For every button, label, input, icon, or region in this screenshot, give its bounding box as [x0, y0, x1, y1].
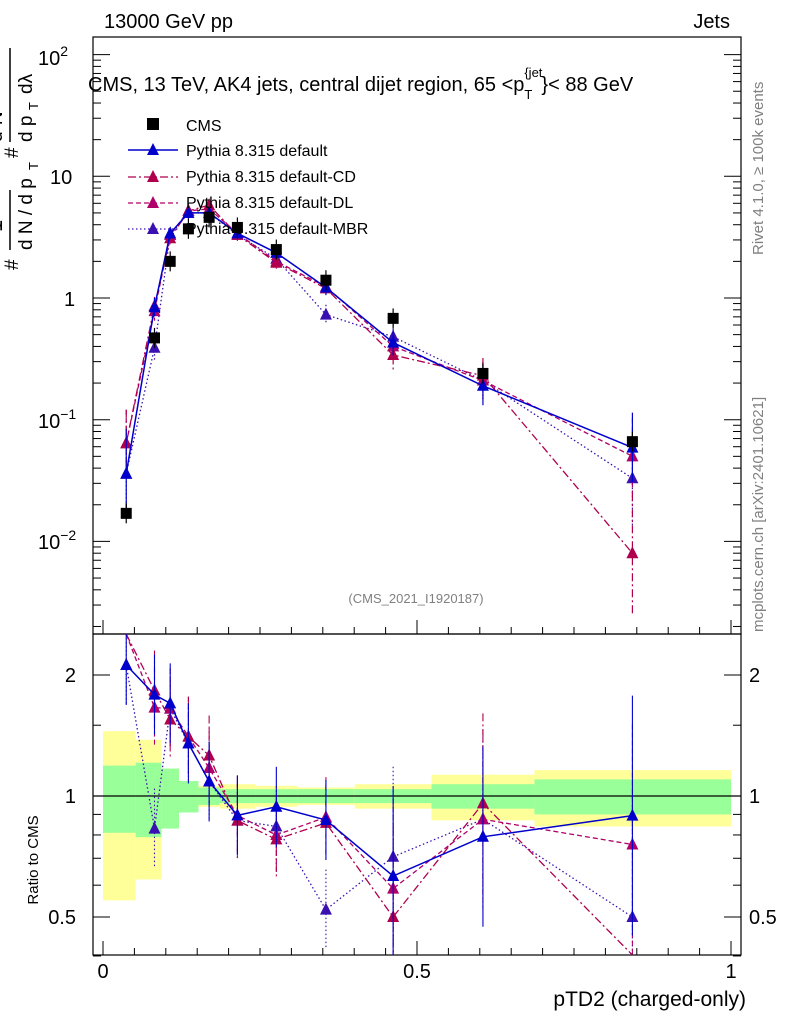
side-label-mcplots: mcplots.cern.ch [arXiv:2401.10621] — [750, 397, 767, 632]
svg-text:1: 1 — [0, 220, 7, 232]
legend-marker-mbr — [147, 222, 159, 234]
ratio-point-mbr-1 — [148, 821, 161, 834]
ratio-point-default-4 — [203, 774, 216, 787]
point-cd-4 — [203, 198, 216, 211]
legend-label-cd: Pythia 8.315 default-CD — [186, 169, 356, 186]
ratio-y-tick-1-left: 1 — [65, 786, 76, 808]
chart-title: CMS, 13 TeV, AK4 jets, central dijet reg… — [88, 65, 634, 102]
legend-marker-cms — [147, 118, 159, 130]
legend-marker-default — [147, 143, 159, 155]
cms-point-6 — [270, 244, 282, 256]
series-line-default — [125, 212, 633, 474]
series-line-mbr — [125, 212, 633, 479]
svg-text:#: # — [2, 147, 23, 158]
ratio-point-default-3 — [182, 736, 195, 749]
ratio-y-tick-2-right: 2 — [749, 665, 760, 687]
cms-point-4 — [203, 211, 215, 223]
ratio-y-tick-0.5-right: 0.5 — [749, 907, 777, 929]
svg-text:1: 1 — [64, 289, 75, 311]
point-mbr-7 — [319, 307, 332, 320]
cms-point-2 — [164, 255, 176, 267]
cms-point-7 — [320, 274, 332, 286]
ratio-point-default-0 — [120, 658, 133, 671]
cms-point-3 — [182, 223, 194, 235]
point-default-9 — [476, 378, 489, 391]
ratio-y-tick-0.5-left: 0.5 — [48, 907, 76, 929]
legend-marker-dl — [147, 196, 159, 208]
cms-point-8 — [387, 312, 399, 324]
svg-text:T: T — [26, 162, 41, 170]
ratio-line-mbr — [125, 664, 633, 918]
side-label-rivet: Rivet 4.1.0, ≥ 100k events — [750, 82, 767, 255]
legend-label-default: Pythia 8.315 default — [186, 143, 328, 160]
cms-point-5 — [231, 221, 243, 233]
cms-point-0 — [120, 507, 132, 519]
band-inner-1 — [135, 762, 162, 838]
point-cd-10 — [626, 546, 639, 559]
svg-text:10−1: 10−1 — [38, 406, 76, 433]
svg-text:d²N: d²N — [0, 111, 7, 142]
ratio-line-dl — [125, 633, 633, 890]
ratio-point-default-7 — [319, 813, 332, 826]
y-axis-label-ratio: Ratio to CMS — [25, 815, 42, 904]
ratio-point-default-1 — [148, 687, 161, 700]
header-left: 13000 GeV pp — [104, 11, 233, 33]
svg-text:T: T — [26, 102, 41, 110]
svg-text:d p: d p — [16, 116, 37, 142]
point-default-3 — [182, 205, 195, 218]
header-right: Jets — [693, 11, 730, 33]
ratio-point-default-5 — [231, 808, 244, 821]
cms-point-1 — [148, 332, 160, 344]
legend-marker-cd — [147, 170, 159, 182]
svg-text:10: 10 — [50, 167, 72, 189]
analysis-tag: (CMS_2021_I1920187) — [348, 591, 483, 606]
x-axis-label: pTD2 (charged-only) — [553, 988, 746, 1011]
ratio-y-tick-2-left: 2 — [65, 665, 76, 687]
point-default-0 — [120, 466, 133, 479]
main-y-tick-labels: 102 10 1 10−1 10−2 — [38, 43, 76, 554]
cms-uncertainty-bands — [103, 731, 731, 901]
x-tick-label-0.5: 0.5 — [403, 961, 431, 983]
band-inner-3 — [178, 780, 199, 813]
series-line-cd — [125, 204, 633, 554]
svg-text:#: # — [2, 259, 23, 270]
point-default-1 — [148, 300, 161, 313]
legend-label-mbr: Pythia 8.315 default-MBR — [186, 221, 368, 238]
ratio-point-mbr-7 — [319, 902, 332, 915]
point-default-8 — [387, 335, 400, 348]
ratio-point-default-8 — [387, 869, 400, 882]
cms-point-10 — [626, 436, 638, 448]
ratio-point-default-6 — [270, 799, 283, 812]
svg-text:d N / d p: d N / d p — [16, 178, 37, 250]
svg-text:102: 102 — [38, 43, 68, 70]
ratio-point-default-9 — [476, 829, 489, 842]
point-cd-6 — [270, 255, 283, 268]
y-axis-label-main: # 1 d N / d p T # d²N d p T dλ — [0, 48, 41, 270]
band-inner-2 — [161, 768, 179, 829]
cms-point-9 — [477, 367, 489, 379]
point-default-2 — [164, 226, 177, 239]
legend: CMS Pythia 8.315 default Pythia 8.315 de… — [128, 118, 368, 238]
ratio-point-default-10 — [626, 808, 639, 821]
legend-label-cms: CMS — [186, 118, 222, 135]
ratio-y-tick-1-right: 1 — [749, 786, 760, 808]
ratio-point-default-2 — [164, 696, 177, 709]
x-tick-label-0: 0 — [97, 961, 108, 983]
legend-label-dl: Pythia 8.315 default-DL — [186, 195, 353, 212]
svg-text:dλ: dλ — [16, 73, 37, 94]
band-inner-0 — [103, 765, 136, 833]
svg-text:10−2: 10−2 — [38, 527, 76, 554]
x-tick-label-1: 1 — [725, 961, 736, 983]
